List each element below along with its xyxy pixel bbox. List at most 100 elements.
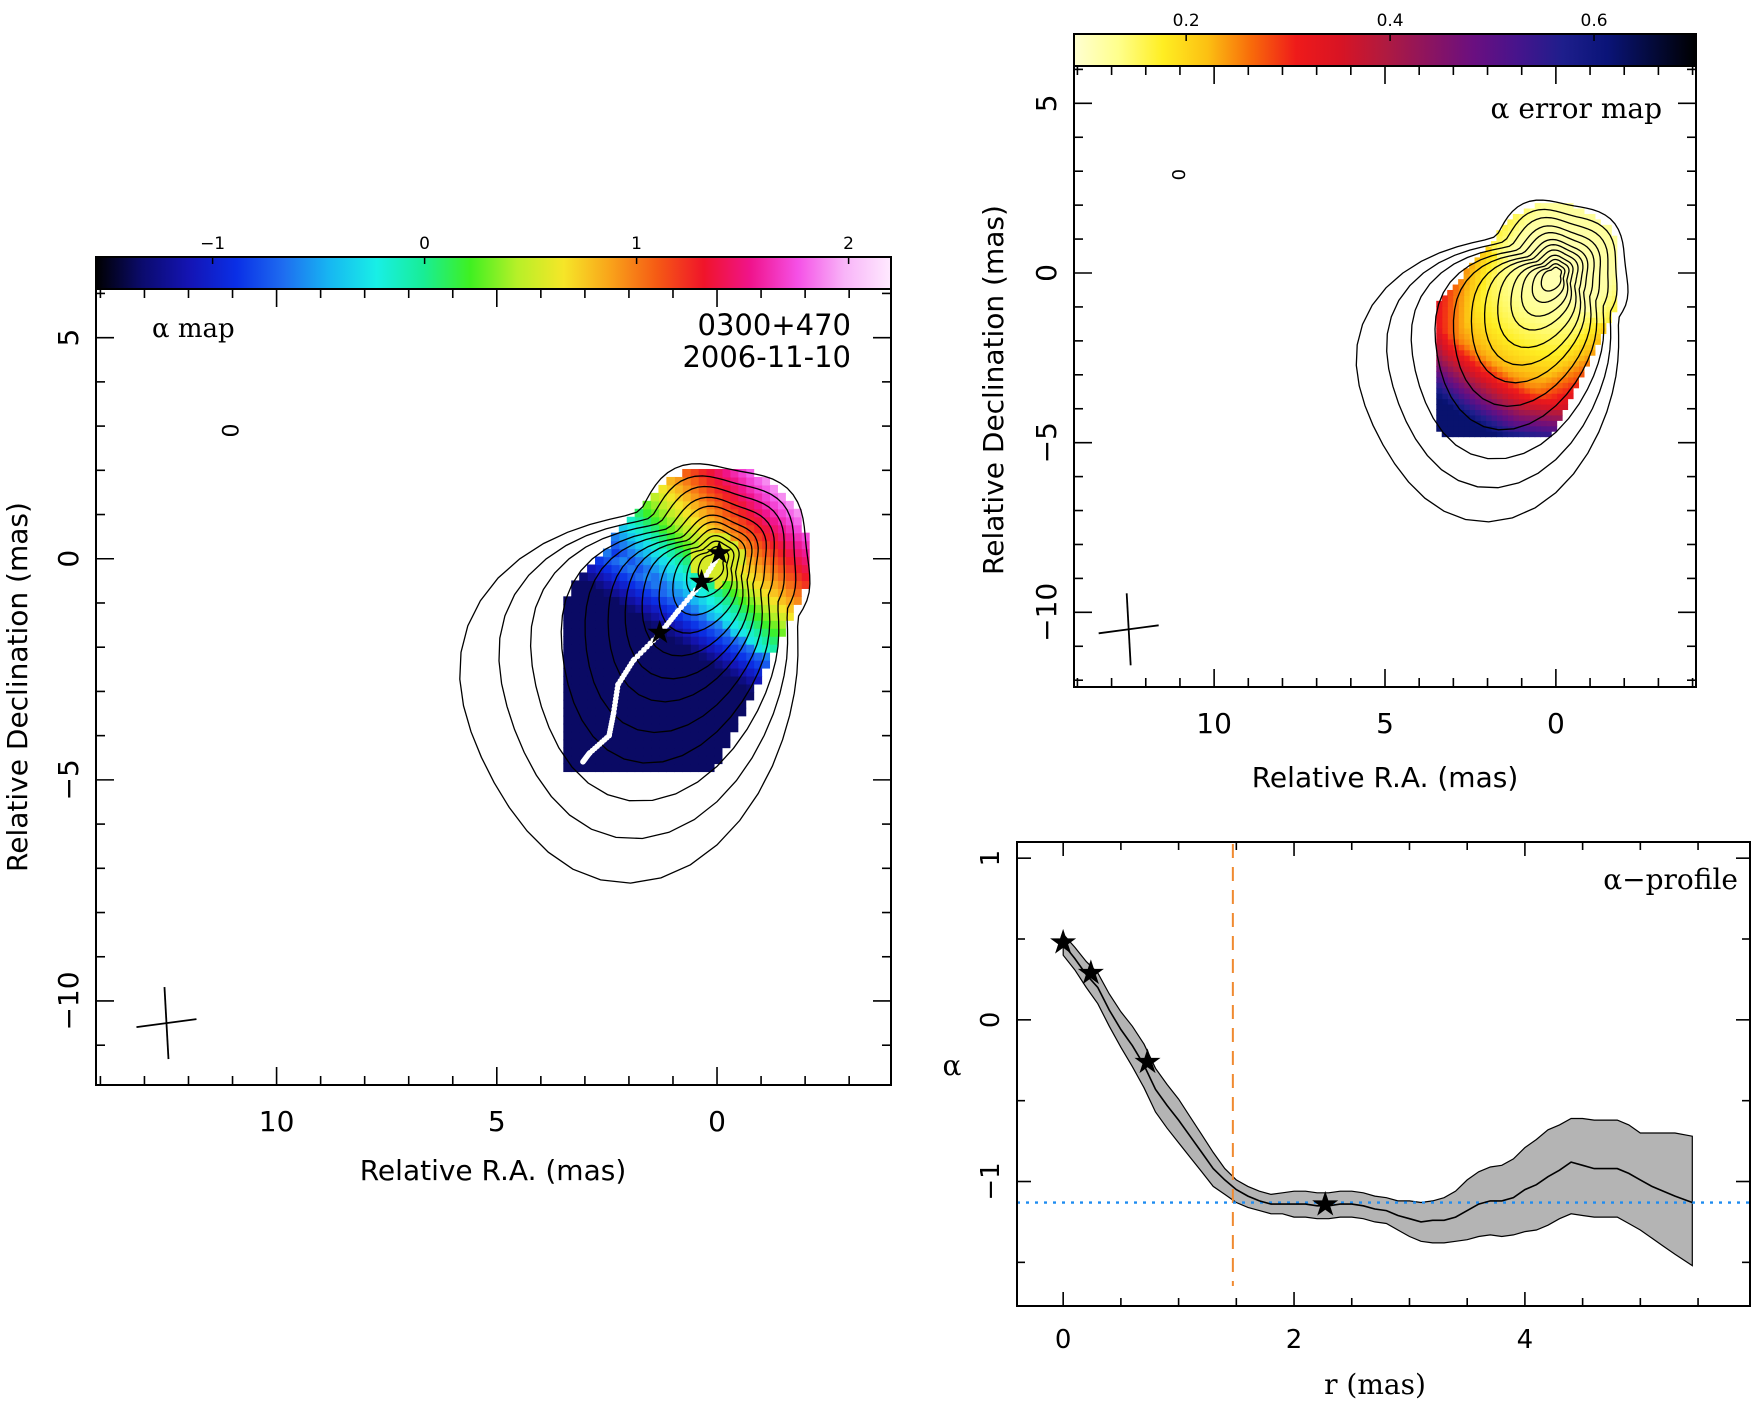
alpha-pixel [682,636,691,645]
alpha-pixel [721,699,731,709]
alpha-pixel [634,691,644,701]
error-pixel [1583,300,1590,307]
error-pixel [1551,317,1558,324]
error-pixel [1540,262,1547,269]
alpha-pixel [610,564,620,574]
alpha-pixel [801,572,810,582]
error-pixel [1490,387,1498,394]
alpha-pixel [674,596,683,605]
alpha-pixel [721,556,731,566]
alpha-pixel [618,755,628,765]
error-pixel [1490,300,1498,307]
alpha-pixel [785,588,794,597]
alpha-pixel [571,588,580,597]
error-pixel [1485,376,1492,383]
alpha-pixel [610,644,620,653]
error-pixel [1534,403,1541,411]
error-pixel [1551,208,1558,215]
error-pixel [1518,382,1525,389]
alpha-pixel [618,723,628,733]
error-pixel [1545,279,1552,286]
alpha-pixel [579,620,588,629]
error-pixel [1518,431,1525,438]
alpha-pixel [682,612,691,621]
alpha-pixel [721,580,731,589]
error-pixel [1545,246,1552,253]
error-pixel [1556,403,1563,411]
error-pixel [1572,262,1580,269]
error-pixel [1518,355,1525,362]
error-pixel [1480,371,1487,378]
error-pixel [1469,398,1476,405]
error-pixel [1567,327,1574,335]
error-pixel [1534,268,1541,275]
error-pixel [1523,409,1530,416]
error-pixel [1551,213,1558,220]
error-pixel [1551,284,1558,291]
error-pixel [1512,344,1519,351]
error-pixel [1452,431,1459,438]
alpha-pixel [587,612,596,621]
alpha-pixel [777,540,786,550]
alpha-map-frame [95,288,892,1086]
error-pixel [1501,382,1508,389]
error-pixel [1556,251,1563,258]
error-pixel [1551,376,1558,383]
error-pixel [1474,365,1481,373]
error-pixel [1529,365,1536,373]
error-pixel [1507,333,1514,340]
alpha-pixel [642,707,652,717]
alpha-pixel [602,691,612,701]
alpha-pixel [785,604,794,613]
alpha-pixel [745,675,755,685]
error-pixel [1589,306,1596,313]
error-pixel [1485,431,1492,438]
error-pixel [1447,317,1454,324]
alpha-pixel [626,691,636,701]
error-pixel [1501,251,1508,258]
alpha-pixel [777,604,786,613]
alpha-pixel [682,508,691,518]
error-pixel [1463,409,1470,416]
error-pixel [1485,360,1492,367]
alpha-pixel [706,540,715,550]
alpha-pixel [706,667,715,677]
error-pixel [1523,224,1530,231]
error-pixel [1469,387,1476,394]
error-pixel [1452,403,1459,411]
error-pixel [1447,289,1454,296]
alpha-pixel [587,596,596,605]
alpha-pixel [658,484,667,494]
error-pixel [1600,284,1607,291]
error-pixel [1540,414,1547,421]
error-pixel [1529,327,1536,335]
x-tick-label: 10 [259,1105,295,1138]
error-pixel [1474,289,1481,296]
alpha-error-map-panel: 0.2 0.4 0.6 10 5 050−5−10 α error map 0 Rela… [977,11,1697,794]
alpha-pixel [666,660,675,669]
alpha-pixel [579,636,588,645]
error-pixel [1562,333,1569,340]
error-pixel [1490,273,1498,280]
alpha-pixel [674,476,683,486]
alpha-pixel [626,747,636,757]
error-pixel [1447,403,1454,411]
error-pixel [1551,273,1558,280]
alpha-pixel [563,604,572,613]
alpha-pixel [650,492,660,502]
alpha-pixel [602,556,612,566]
error-pixel [1523,420,1530,427]
error-pixel [1518,224,1525,231]
error-pixel [1474,306,1481,313]
alpha-pixel [682,755,691,765]
alpha-pixel [634,532,644,542]
error-pixel [1480,284,1487,291]
error-pixel [1507,376,1514,383]
error-pixel [1458,295,1465,302]
alpha-pixel [579,596,588,605]
alpha-pixel [634,604,644,613]
alpha-pixel [658,580,667,589]
alpha-profile-line [1062,943,1693,1223]
error-pixel [1529,317,1536,324]
error-pixel [1496,300,1503,307]
